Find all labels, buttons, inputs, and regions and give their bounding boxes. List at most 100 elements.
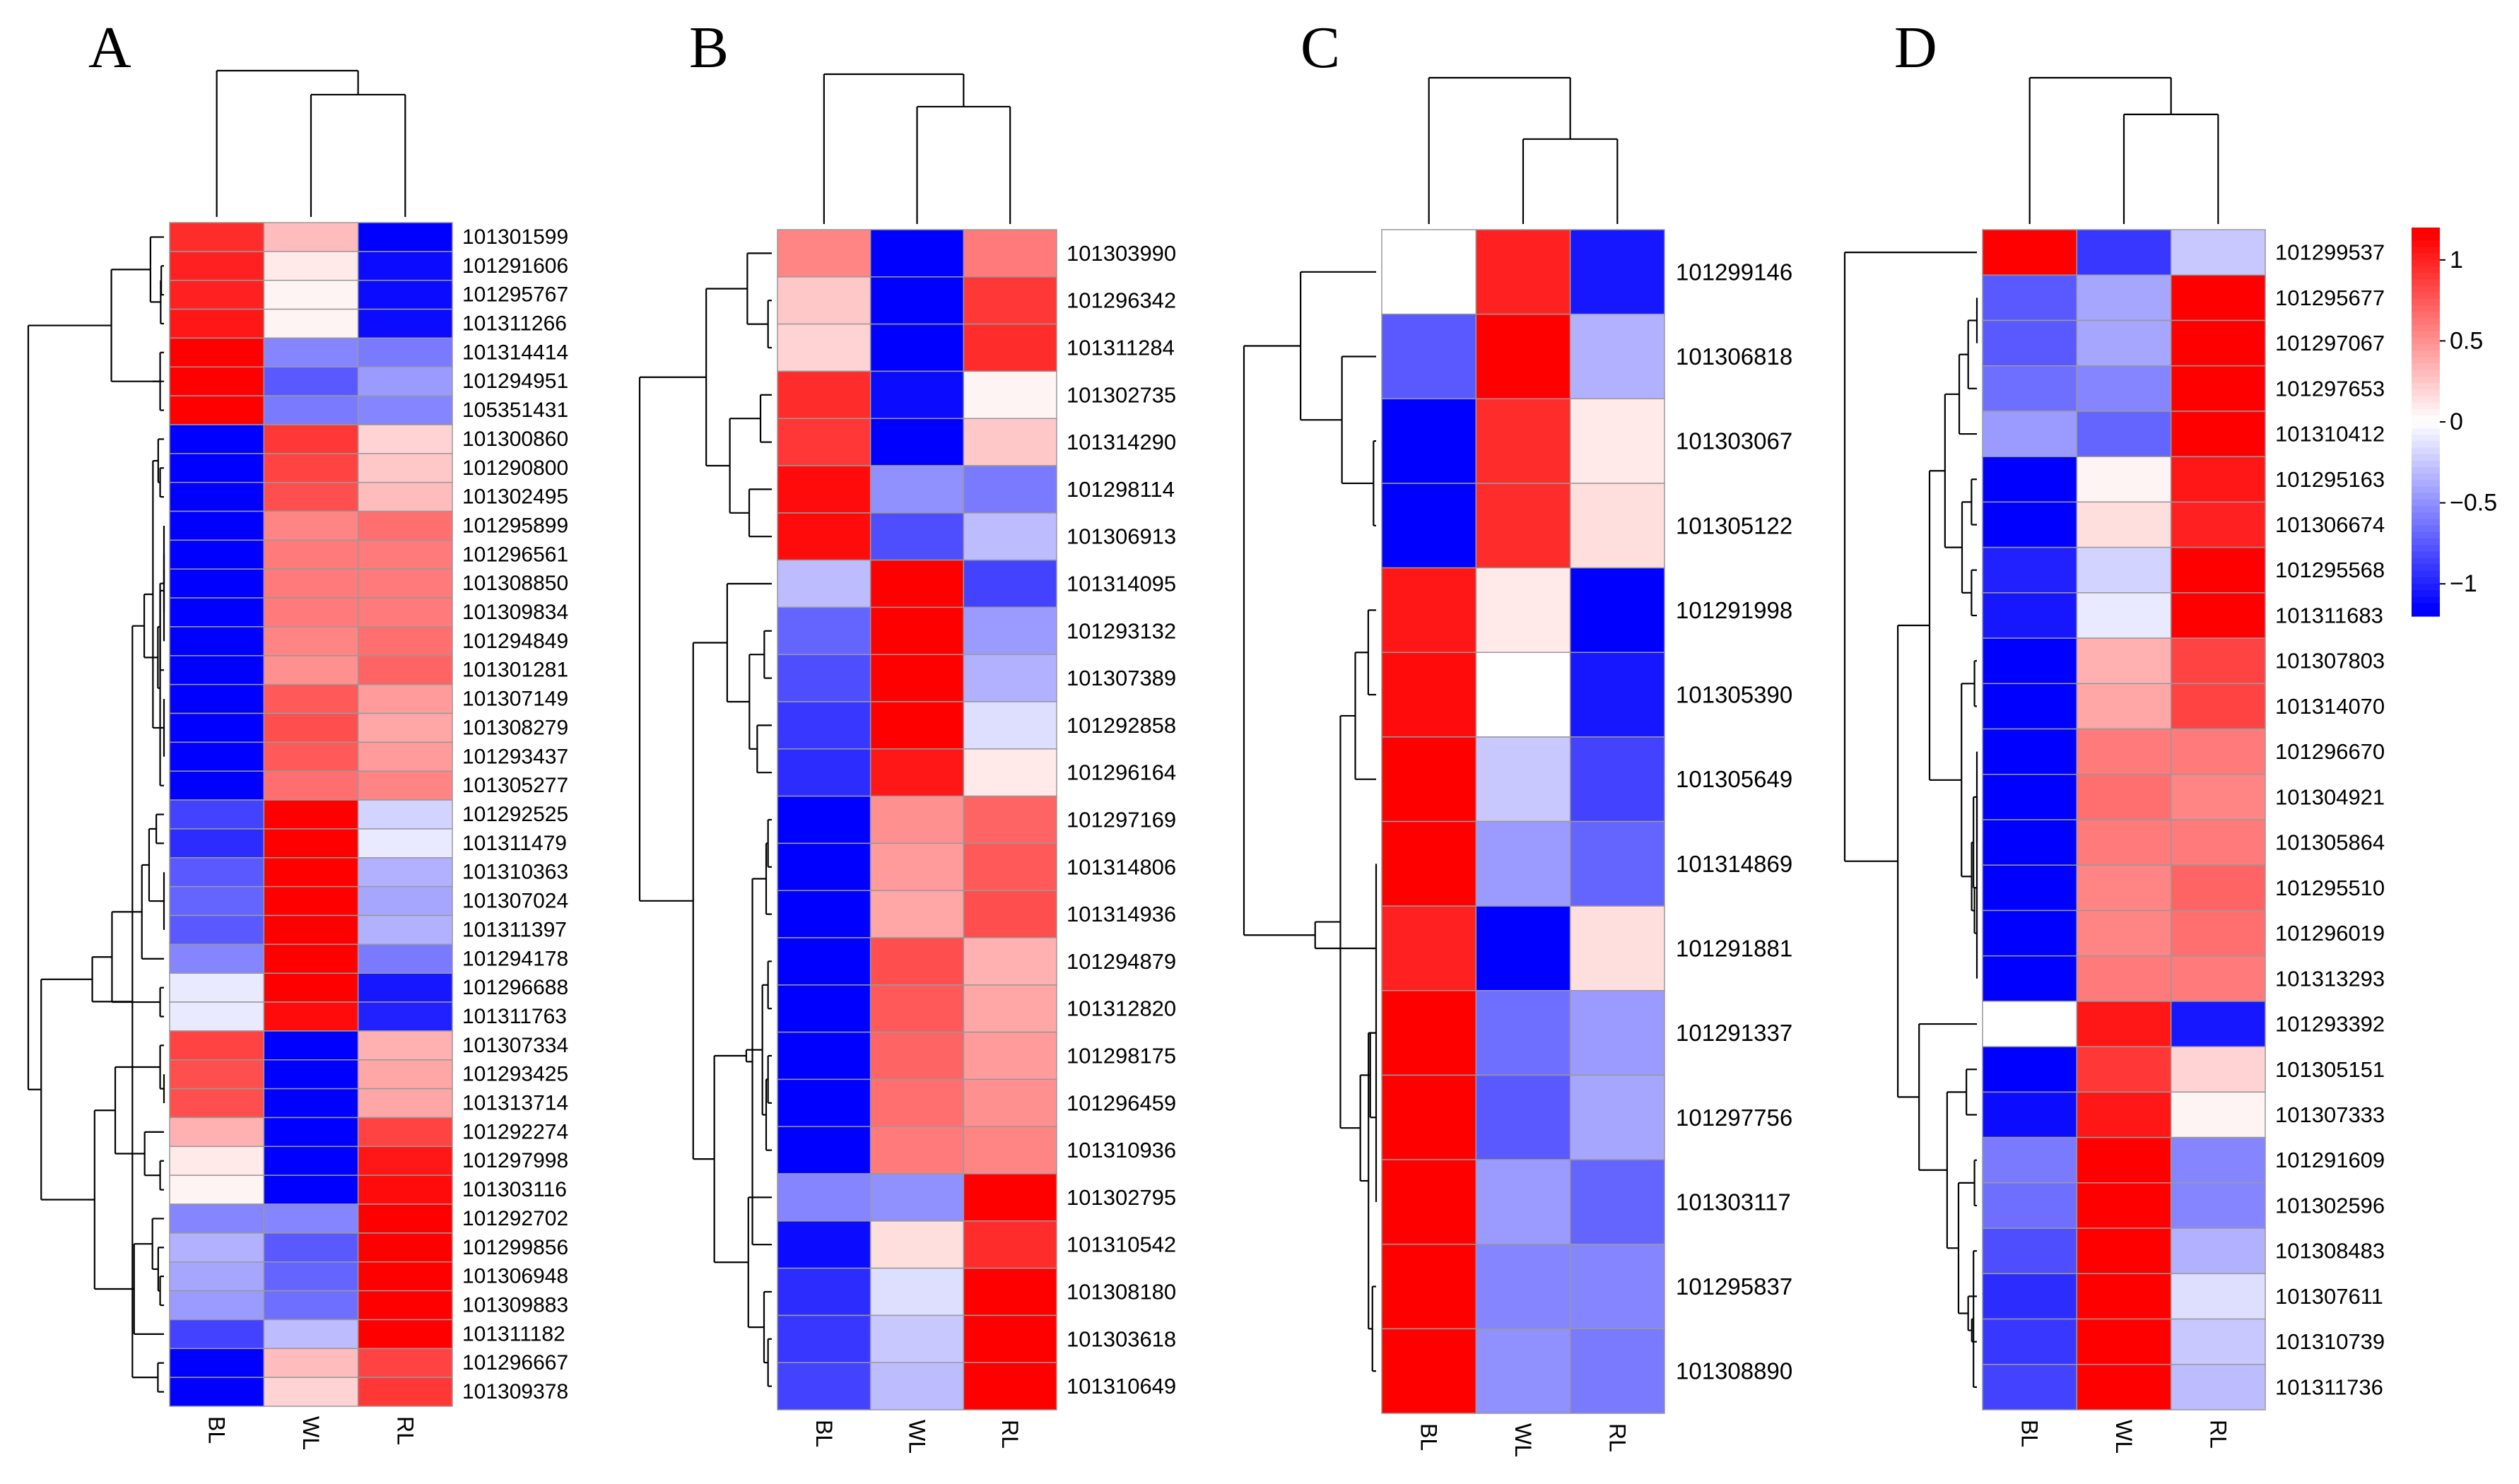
heatmap-cell: [777, 890, 871, 938]
row-label: 101295899: [462, 514, 568, 537]
row-label: 101295568: [2275, 558, 2385, 582]
heatmap-cell: [2076, 546, 2172, 594]
legend-swatch: [2412, 351, 2440, 358]
heatmap-cell: [2076, 955, 2172, 1002]
row-label: 101296459: [1067, 1090, 1176, 1115]
row-label: 101303116: [462, 1178, 567, 1201]
heatmap-cell: [357, 712, 453, 743]
legend-swatch: [2412, 344, 2440, 351]
heatmap-cell: [169, 222, 265, 252]
heatmap-cell: [869, 606, 965, 655]
heatmap-cell: [357, 1290, 453, 1321]
heatmap-cell: [357, 1348, 453, 1378]
heatmap-cell: [869, 323, 965, 372]
heatmap-cell: [1982, 411, 2078, 457]
heatmap-cell: [1982, 774, 2078, 820]
heatmap-cell: [2076, 411, 2172, 457]
row-label: 101310363: [462, 861, 568, 884]
legend-swatch: [2412, 493, 2440, 500]
row-label: 101301599: [462, 225, 568, 249]
legend-swatch: [2412, 408, 2440, 416]
column-label: RL: [392, 1416, 418, 1445]
heatmap-cell: [2170, 1273, 2266, 1320]
heatmap-cell: [777, 748, 871, 797]
heatmap-cell: [263, 308, 359, 339]
heatmap-cell: [169, 308, 265, 339]
heatmap-cell: [1982, 229, 2078, 276]
legend-swatch: [2412, 500, 2440, 507]
heatmap-cell: [357, 395, 453, 425]
heatmap-cell: [869, 890, 965, 938]
row-label: 101300860: [462, 428, 568, 451]
row-label: 101296019: [2275, 921, 2385, 946]
heatmap-cell: [2076, 1182, 2172, 1229]
row-label: 101310936: [1067, 1138, 1176, 1162]
heatmap-cell: [263, 568, 359, 599]
heatmap-cell: [777, 701, 871, 750]
heatmap-cell: [2170, 637, 2266, 685]
heatmap-cell: [169, 481, 265, 512]
heatmap-cell: [2170, 864, 2266, 912]
row-label: 101305277: [462, 774, 568, 797]
row-label: 101311479: [462, 832, 567, 855]
heatmap-cell: [357, 799, 453, 830]
heatmap-cell: [869, 1362, 965, 1411]
heatmap-cell: [357, 972, 453, 1003]
legend-swatch: [2412, 577, 2440, 584]
heatmap-cell: [2170, 1227, 2266, 1275]
heatmap-cell: [963, 748, 1057, 797]
column-label: WL: [298, 1416, 324, 1450]
heatmap-cell: [2076, 592, 2172, 639]
row-label: 101306913: [1067, 524, 1176, 549]
heatmap-cell: [963, 512, 1057, 561]
legend-swatch: [2412, 389, 2440, 396]
row-label: 101298175: [1067, 1044, 1176, 1068]
heatmap-cell: [169, 279, 265, 310]
row-label: 101295163: [2275, 467, 2385, 492]
panel-label-b: B: [689, 15, 729, 81]
heatmap-cell: [1982, 1091, 2078, 1138]
row-label: 101314936: [1067, 902, 1176, 926]
heatmap-cell: [869, 512, 965, 561]
heatmap-cell: [869, 559, 965, 608]
heatmap-cell: [1982, 683, 2078, 730]
row-label: 101303990: [1067, 241, 1176, 266]
heatmap-cell: [357, 770, 453, 801]
row-label: 101314290: [1067, 430, 1176, 454]
heatmap-cell: [169, 1001, 265, 1032]
legend-swatch: [2412, 564, 2440, 572]
heatmap-cell: [1475, 483, 1571, 569]
legend-swatch: [2412, 519, 2440, 526]
heatmap-cell: [357, 279, 453, 310]
heatmap-cell: [1982, 1273, 2078, 1320]
row-label: 101314869: [1676, 851, 1792, 877]
heatmap-cell: [169, 251, 265, 281]
row-label: 101303618: [1067, 1326, 1176, 1351]
heatmap-cell: [869, 1267, 965, 1317]
row-label: 101293437: [462, 745, 568, 768]
heatmap-cell: [777, 842, 871, 891]
heatmap-cell: [1381, 229, 1477, 315]
heatmap-cell: [1381, 1074, 1477, 1160]
heatmap-cell: [2170, 1364, 2266, 1411]
heatmap-cell: [169, 857, 265, 888]
heatmap-cell: [1569, 652, 1665, 738]
column-label: WL: [2111, 1420, 2137, 1454]
heatmap-cell: [2170, 683, 2266, 730]
heatmap-cell: [1381, 313, 1477, 400]
heatmap-cell: [777, 465, 871, 514]
row-label: 101311182: [462, 1322, 565, 1345]
heatmap-cell: [263, 1088, 359, 1119]
heatmap-cell: [963, 370, 1057, 419]
heatmap-cell: [1982, 1182, 2078, 1229]
heatmap-cell: [963, 1078, 1057, 1127]
legend-swatch: [2412, 312, 2440, 319]
row-label: 105351431: [462, 399, 568, 422]
heatmap-cell: [777, 559, 871, 608]
legend-tick-label: 0: [2450, 408, 2463, 435]
heatmap-cell: [963, 890, 1057, 938]
heatmap-cell: [2170, 1091, 2266, 1138]
heatmap-cell: [263, 655, 359, 685]
heatmap-cell: [1982, 546, 2078, 594]
heatmap-cell: [169, 1174, 265, 1205]
